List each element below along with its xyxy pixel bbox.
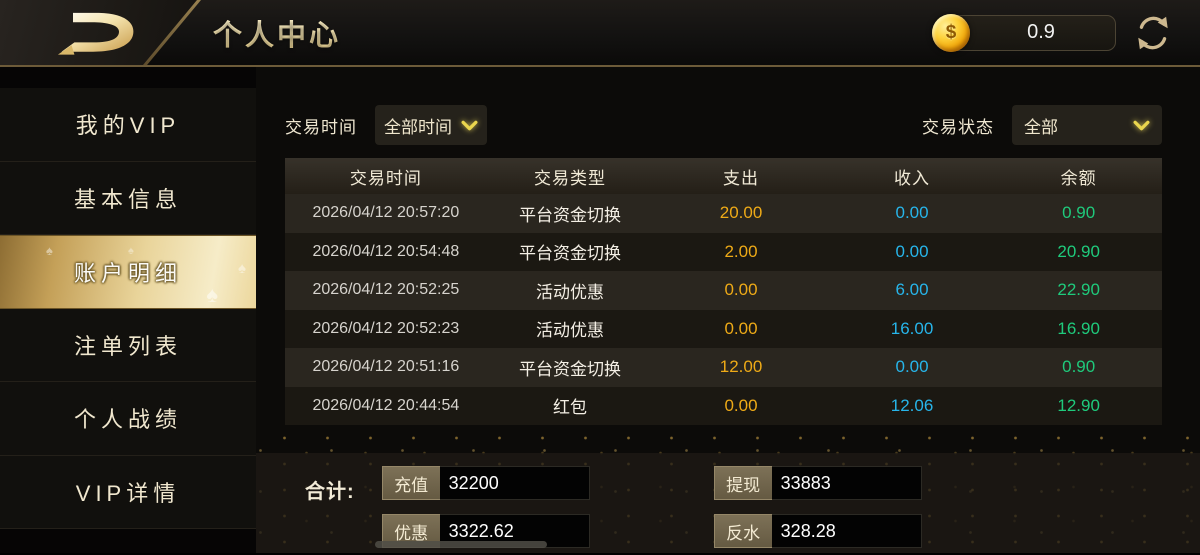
cell-income: 12.06 — [890, 395, 934, 415]
sidebar-item-label: 账户明细 — [73, 260, 182, 286]
table-row: 2026/04/12 20:52:25 活动优惠 0.00 6.00 22.90 — [285, 271, 1162, 310]
cell-balance: 0.90 — [1062, 357, 1096, 377]
app-logo[interactable] — [52, 10, 140, 61]
header-income: 收入 — [894, 168, 931, 188]
cell-expense: 0.00 — [724, 395, 758, 415]
cell-type: 平台资金切换 — [519, 205, 622, 225]
time-filter-value: 全部时间 — [384, 117, 452, 137]
header-balance: 余额 — [1060, 168, 1097, 188]
summary-field-label: 反水 — [713, 514, 772, 548]
summary-field: 反水 328.28 — [713, 514, 922, 548]
transactions-table: 交易时间 交易类型 支出 收入 余额 2026/04/12 20:57:20 平… — [285, 158, 1162, 425]
chevron-down-icon — [461, 120, 478, 131]
cell-expense: 0.00 — [724, 280, 758, 300]
filter-bar: 交易时间 全部时间 交易状态 全部 — [285, 105, 1162, 145]
cell-income: 0.00 — [895, 241, 929, 261]
summary-field-label: 提现 — [713, 466, 772, 500]
cell-time: 2026/04/12 20:51:16 — [312, 358, 460, 376]
sidebar-item[interactable]: 基本信息 — [0, 161, 256, 235]
sidebar-menu: 我的VIP 基本信息 账户明细 注单列表 个人战绩 — [0, 67, 256, 553]
d-swoosh-logo-icon — [57, 12, 134, 55]
summary-field-value: 33883 — [771, 466, 922, 500]
cell-income: 16.00 — [890, 318, 934, 338]
cell-income: 0.00 — [895, 357, 929, 377]
sidebar-item-label: 个人战绩 — [73, 407, 182, 433]
summary-field: 提现 33883 — [713, 466, 922, 500]
status-filter-value: 全部 — [1024, 117, 1058, 137]
totals-fields: 充值 32200 提现 33883 优惠 3322.62 反水 — [381, 466, 922, 553]
table-body: 2026/04/12 20:57:20 平台资金切换 20.00 0.00 0.… — [285, 194, 1162, 425]
summary-field-label: 充值 — [381, 466, 440, 500]
sidebar-item-label: 注单列表 — [73, 333, 182, 359]
cell-time: 2026/04/12 20:44:54 — [312, 396, 460, 414]
table-row: 2026/04/12 20:44:54 红包 0.00 12.06 12.90 — [285, 386, 1162, 425]
header-expense: 支出 — [723, 168, 760, 188]
cell-expense: 20.00 — [719, 203, 763, 223]
coin-dollar-icon — [932, 13, 970, 52]
totals-panel: 合计: 充值 32200 提现 33883 优惠 3322.62 — [256, 453, 1200, 553]
status-filter-label: 交易状态 — [922, 117, 994, 137]
cell-income: 0.00 — [895, 203, 929, 223]
cell-expense: 0.00 — [724, 318, 758, 338]
cell-balance: 0.90 — [1062, 203, 1096, 223]
sidebar-item-label: 我的VIP — [75, 113, 181, 139]
chevron-down-icon — [1133, 120, 1150, 131]
top-bar: 个人中心 0.9 — [0, 0, 1200, 67]
cell-type: 平台资金切换 — [519, 244, 622, 264]
cell-balance: 16.90 — [1057, 318, 1100, 338]
status-filter-group: 交易状态 全部 — [922, 105, 1162, 145]
balance-group: 0.9 — [932, 0, 1174, 65]
cell-balance: 20.90 — [1057, 241, 1100, 261]
cell-time: 2026/04/12 20:52:25 — [312, 281, 460, 299]
header-time: 交易时间 — [349, 168, 422, 188]
cell-type: 红包 — [553, 398, 588, 418]
cell-time: 2026/04/12 20:52:23 — [312, 319, 460, 337]
status-filter-dropdown[interactable]: 全部 — [1012, 105, 1162, 145]
time-filter-dropdown[interactable]: 全部时间 — [375, 105, 487, 145]
table-header-row: 交易时间 交易类型 支出 收入 余额 — [285, 158, 1162, 194]
horizontal-scrollbar-thumb[interactable] — [375, 541, 547, 548]
refresh-icon — [1138, 16, 1168, 49]
cell-income: 6.00 — [895, 280, 929, 300]
summary-field-value: 328.28 — [771, 514, 922, 548]
cell-expense: 2.00 — [724, 241, 758, 261]
sidebar-item[interactable]: 账户明细 — [0, 235, 256, 309]
cell-type: 活动优惠 — [536, 321, 605, 341]
cell-balance: 12.90 — [1057, 395, 1100, 415]
totals-title: 合计: — [305, 481, 355, 503]
sidebar-item-label: VIP详情 — [75, 480, 181, 506]
sidebar-item-label: 基本信息 — [73, 186, 182, 212]
time-filter-label: 交易时间 — [285, 117, 357, 137]
summary-field-value: 32200 — [439, 466, 590, 500]
time-filter-group: 交易时间 全部时间 — [285, 105, 487, 145]
cell-expense: 12.00 — [719, 357, 763, 377]
header-type: 交易类型 — [534, 168, 607, 188]
sidebar-item[interactable]: VIP详情 — [0, 455, 256, 529]
cell-type: 平台资金切换 — [519, 359, 622, 379]
page-body: 我的VIP 基本信息 账户明细 注单列表 个人战绩 — [0, 67, 1200, 553]
table-row: 2026/04/12 20:54:48 平台资金切换 2.00 0.00 20.… — [285, 232, 1162, 271]
cell-time: 2026/04/12 20:57:20 — [312, 204, 460, 222]
table-row: 2026/04/12 20:52:23 活动优惠 0.00 16.00 16.9… — [285, 309, 1162, 348]
refresh-button[interactable] — [1132, 12, 1174, 54]
sidebar-item[interactable]: 个人战绩 — [0, 382, 256, 456]
table-row: 2026/04/12 20:57:20 平台资金切换 20.00 0.00 0.… — [285, 194, 1162, 233]
cell-type: 活动优惠 — [536, 282, 605, 302]
cell-time: 2026/04/12 20:54:48 — [312, 242, 460, 260]
main-content: 交易时间 全部时间 交易状态 全部 — [256, 67, 1200, 553]
cell-balance: 22.90 — [1057, 280, 1100, 300]
sidebar-item[interactable]: 注单列表 — [0, 308, 256, 382]
table-row: 2026/04/12 20:51:16 平台资金切换 12.00 0.00 0.… — [285, 348, 1162, 387]
summary-field: 充值 32200 — [381, 466, 590, 500]
page-title: 个人中心 — [213, 0, 341, 65]
sidebar-item[interactable]: 我的VIP — [0, 88, 256, 162]
